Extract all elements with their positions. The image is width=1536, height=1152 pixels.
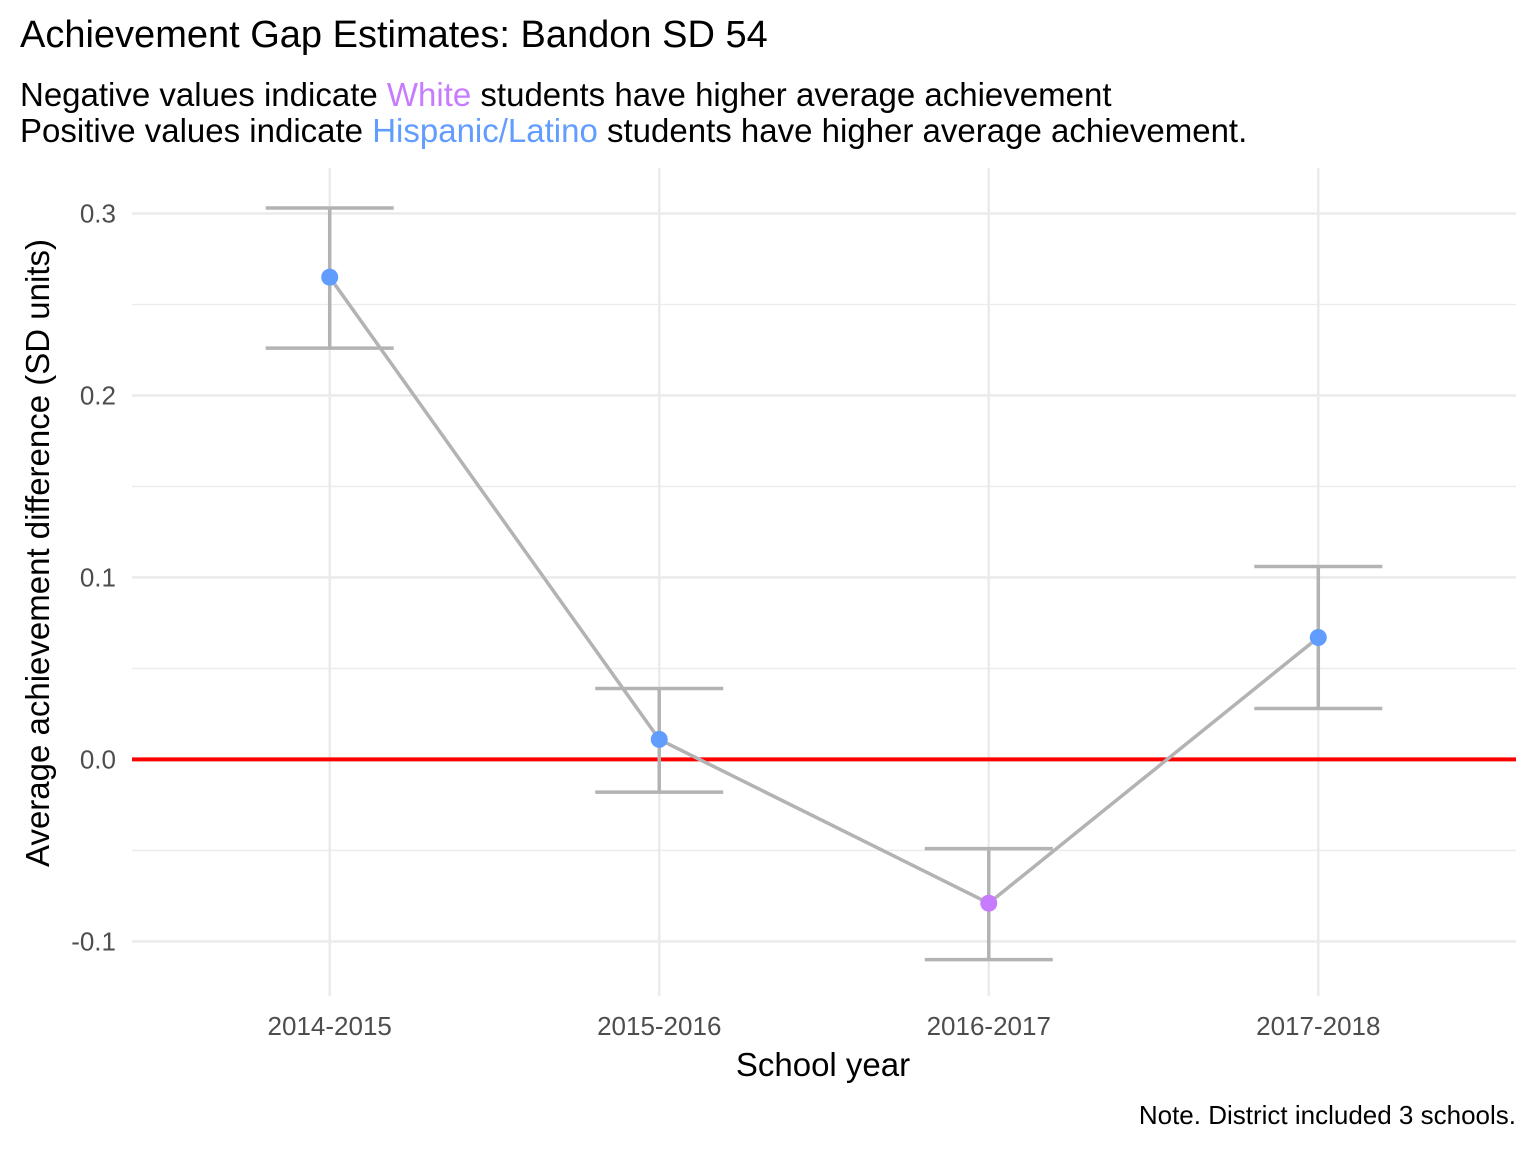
subtitle-line-2: Positive values indicate Hispanic/Latino… [20,112,1247,150]
data-point [650,730,668,748]
x-tick-label: 2017-2018 [1256,1011,1380,1041]
chart-title: Achievement Gap Estimates: Bandon SD 54 [20,14,768,56]
error-bars-layer [265,206,1383,962]
y-tick-labels: -0.1 0.0 0.1 0.2 0.3 [71,198,116,956]
data-point [980,894,998,912]
data-point [321,268,339,286]
y-tick-label: 0.0 [80,744,116,774]
y-tick-label: 0.1 [80,562,116,592]
x-tick-label: 2016-2017 [927,1011,1051,1041]
subtitle-line-1: Negative values indicate White students … [20,76,1112,114]
subtitle-hispanic-group: Hispanic/Latino [372,112,598,149]
subtitle-2-after: students have higher average achievement… [597,112,1248,149]
x-axis-label: School year [735,1046,911,1083]
points-layer [321,268,1327,912]
x-tick-label: 2014-2015 [268,1011,392,1041]
y-tick-label: 0.3 [80,198,116,228]
subtitle-white-group: White [386,76,472,113]
data-point [1309,629,1327,647]
y-tick-label: -0.1 [71,926,116,956]
y-axis-label: Average achievement difference (SD units… [19,239,56,867]
subtitle-1-before: Negative values indicate [20,76,387,113]
trend-line [328,276,1320,905]
subtitle-1-after: students have higher average achievement [471,76,1112,113]
x-tick-labels: 2014-2015 2015-2016 2016-2017 2017-2018 [268,1011,1381,1041]
y-tick-label: 0.2 [80,380,116,410]
trend-line-layer [328,276,1320,905]
caption-note: Note. District included 3 schools. [1138,1100,1516,1130]
subtitle-2-before: Positive values indicate [20,112,373,149]
x-tick-label: 2015-2016 [597,1011,721,1041]
